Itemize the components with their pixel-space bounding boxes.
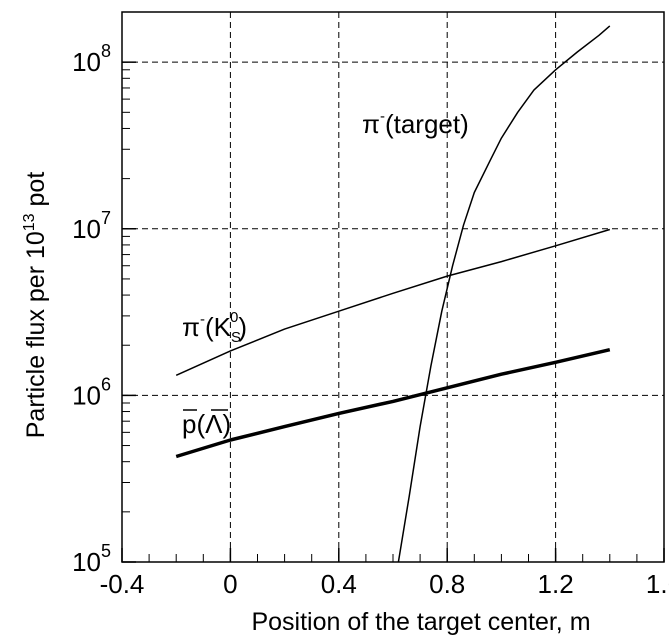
y-tick-label: 107	[72, 208, 111, 244]
y-tick-label: 108	[72, 41, 111, 77]
x-tick-labels: -0.4 0 0.4 0.8 1.2 1.6	[100, 569, 669, 599]
series-line-1	[175, 228, 611, 376]
x-axis-title: Position of the target center, m	[251, 608, 590, 636]
plot-frame	[121, 11, 665, 563]
y-tick-label: 106	[72, 374, 111, 410]
x-tick-label: 1.6	[646, 569, 669, 599]
y-axis-title: Particle flux per 1013 pot	[21, 172, 50, 439]
x-tick-label: 0.4	[321, 569, 357, 599]
y-tick-labels: 105 106 107 108	[72, 41, 111, 577]
y-tick-label: 105	[72, 541, 111, 577]
axis-ticks	[121, 61, 665, 563]
series-label-pi-target: π-(target)	[362, 108, 469, 139]
series-label-pi-ks: π-(KS0)	[182, 309, 247, 346]
grid-lines	[122, 12, 664, 562]
y-axis-title-exp: 13	[21, 213, 38, 231]
series-line-0	[397, 25, 611, 563]
x-tick-label: -0.4	[100, 569, 145, 599]
series-line-2	[175, 347, 611, 459]
series-lines	[175, 25, 611, 563]
x-tick-label: 1.2	[538, 569, 574, 599]
y-axis-title-tail: pot	[22, 172, 50, 214]
series-label-pbar-lambda: p(Λ)	[182, 409, 231, 439]
y-axis-title-main: Particle flux per 10	[22, 231, 50, 438]
x-tick-label: 0	[223, 569, 237, 599]
x-tick-label: 0.8	[429, 569, 465, 599]
